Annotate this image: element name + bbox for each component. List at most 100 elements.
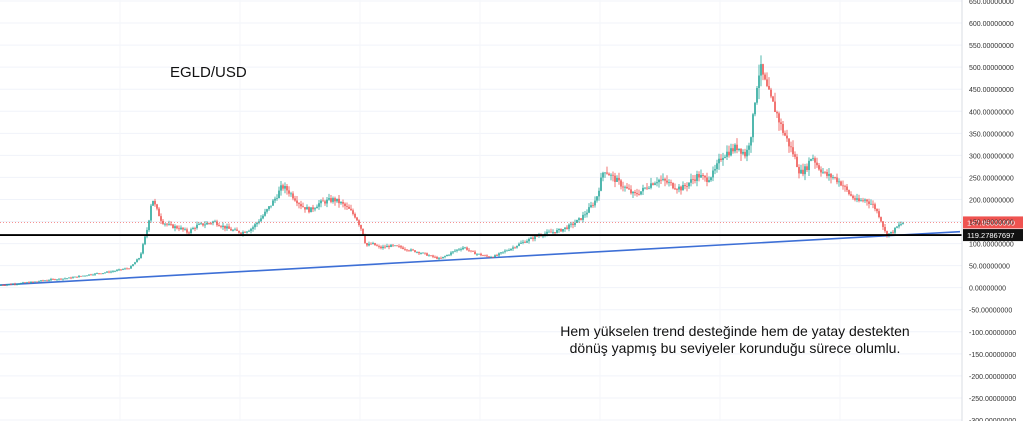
candle-body: [46, 280, 48, 282]
candle-body: [252, 227, 254, 229]
candle-body: [590, 205, 592, 208]
candle-body: [446, 255, 448, 257]
candle-body: [452, 251, 454, 253]
candle-body: [232, 230, 234, 231]
candle-body: [642, 187, 644, 192]
candle-body: [572, 223, 574, 225]
candle-body: [210, 223, 212, 224]
candle-body: [498, 253, 500, 256]
candle-body: [626, 186, 628, 189]
candle-body: [170, 223, 172, 225]
candle-body: [366, 243, 368, 246]
candle-body: [670, 182, 672, 184]
y-tick-label: 250.00000000: [969, 175, 1014, 182]
candle-body: [584, 214, 586, 216]
candle-body: [562, 228, 564, 232]
candle-body: [698, 174, 700, 178]
candle-body: [62, 278, 64, 280]
candle-body: [578, 218, 580, 220]
candle-body: [574, 222, 576, 225]
candle-body: [256, 222, 258, 225]
candle-body: [516, 245, 518, 248]
candle-body: [154, 200, 156, 205]
candle-body: [716, 163, 718, 170]
candle-body: [594, 200, 596, 206]
y-tick-label: -200.00000000: [969, 374, 1016, 381]
candle-body: [506, 250, 508, 252]
candle-body: [678, 186, 680, 190]
candle-body: [246, 231, 248, 233]
candle-body: [56, 279, 58, 281]
candle-body: [90, 274, 92, 276]
candle-body: [18, 283, 20, 285]
candle-body: [208, 223, 210, 224]
candle-body: [708, 180, 710, 182]
candle-body: [310, 207, 312, 213]
candle-body: [658, 179, 660, 183]
candle-body: [124, 268, 126, 270]
candle-body: [304, 207, 306, 210]
candle-body: [424, 252, 426, 254]
candle-body: [16, 284, 18, 285]
candle-body: [518, 243, 520, 246]
candle-body: [352, 210, 354, 214]
candle-body: [620, 180, 622, 187]
candle-body: [650, 183, 652, 188]
candle-body: [686, 186, 688, 187]
candle-body: [298, 203, 300, 205]
candle-body: [110, 271, 112, 273]
candle-body: [86, 275, 88, 277]
candle-body: [640, 191, 642, 195]
candle-body: [522, 241, 524, 243]
candle-body: [348, 206, 350, 209]
candle-body: [308, 207, 310, 213]
candle-body: [368, 243, 370, 246]
candle-body: [814, 158, 816, 163]
candle-body: [376, 245, 378, 247]
candle-body: [454, 250, 456, 252]
candle-body: [764, 74, 766, 80]
candle-body: [878, 211, 880, 218]
candle-body: [858, 198, 860, 201]
candle-body: [746, 149, 748, 157]
chart-annotation: Hem yükselen trend desteğinde hem de yat…: [520, 323, 950, 357]
candle-body: [608, 173, 610, 176]
candle-body: [130, 266, 132, 269]
candle-body: [548, 231, 550, 233]
candle-body: [488, 256, 490, 258]
candle-body: [136, 259, 138, 263]
candle-body: [222, 225, 224, 227]
candle-body: [166, 223, 168, 225]
candle-body: [448, 254, 450, 256]
candle-body: [4, 285, 6, 286]
candle-body: [558, 228, 560, 231]
candle-body: [244, 232, 246, 233]
candle-body: [282, 185, 284, 189]
candle-body: [20, 282, 22, 284]
candle-body: [534, 235, 536, 240]
support-price-label: 119.27867697: [967, 231, 1014, 240]
candle-body: [856, 198, 858, 200]
candle-body: [542, 235, 544, 237]
candle-body: [326, 199, 328, 204]
candle-body: [122, 269, 124, 270]
candle-body: [616, 177, 618, 182]
candle-body: [648, 187, 650, 189]
candle-body: [314, 208, 316, 210]
candle-body: [316, 206, 318, 209]
candle-body: [736, 144, 738, 151]
candle-body: [688, 182, 690, 187]
candle-body: [328, 198, 330, 200]
candle-body: [606, 172, 608, 174]
candle-body: [750, 137, 752, 146]
candle-body: [824, 171, 826, 173]
candle-body: [218, 225, 220, 227]
candle-body: [682, 185, 684, 191]
candle-body: [514, 247, 516, 249]
candle-body: [890, 231, 892, 234]
candle-body: [100, 273, 102, 275]
candle-body: [392, 244, 394, 246]
candle-body: [84, 275, 86, 277]
candle-body: [470, 250, 472, 252]
candle-body: [508, 250, 510, 252]
